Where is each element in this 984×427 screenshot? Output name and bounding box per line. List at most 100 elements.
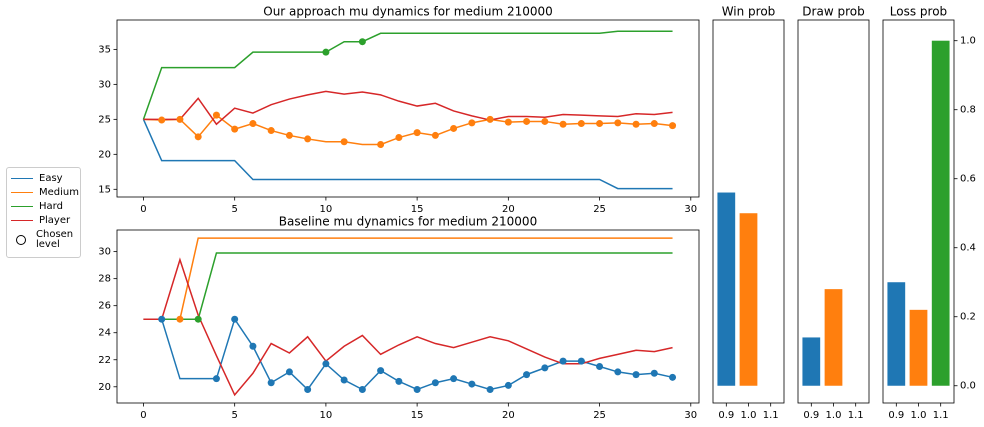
x-tick-label: 1.0 <box>911 410 927 421</box>
chosen-marker <box>541 117 549 125</box>
chart-title: Our approach mu dynamics for medium 2100… <box>263 5 553 19</box>
chosen-marker <box>523 117 531 125</box>
legend-entry: Medium <box>7 185 80 199</box>
y-tick-label: 0.2 <box>960 312 976 323</box>
y-tick-label: 0.4 <box>960 243 976 254</box>
x-tick-label: 1.1 <box>763 410 779 421</box>
chosen-marker <box>577 357 585 365</box>
chosen-marker <box>212 111 220 119</box>
axes-frame <box>116 229 700 404</box>
chosen-marker <box>559 357 567 365</box>
legend-entry: Hard <box>7 199 80 213</box>
chart-title: Loss prob <box>890 5 947 19</box>
chosen-marker <box>194 315 202 323</box>
y-tick-label: 35 <box>98 44 111 55</box>
y-tick-label: 26 <box>98 301 111 312</box>
legend-swatch <box>11 191 33 193</box>
chosen-marker <box>285 368 293 376</box>
x-tick-label: 15 <box>411 410 424 421</box>
y-tick-label: 30 <box>98 79 111 90</box>
chosen-marker <box>431 131 439 139</box>
chosen-marker <box>468 119 476 127</box>
chosen-marker <box>377 367 385 375</box>
x-tick-label: 25 <box>593 204 606 215</box>
chosen-marker <box>596 363 604 371</box>
chosen-marker <box>504 381 512 389</box>
chosen-marker <box>231 125 239 133</box>
chosen-marker <box>541 364 549 372</box>
chosen-marker <box>358 385 366 393</box>
y-tick-label: 24 <box>98 328 111 339</box>
axes-frame <box>116 19 700 198</box>
legend-entry: Chosen level <box>7 227 80 253</box>
x-tick-label: 15 <box>411 204 424 215</box>
y-tick-label: 20 <box>98 382 111 393</box>
x-tick-label: 30 <box>684 204 697 215</box>
y-tick-label: 15 <box>98 184 111 195</box>
chart-title: Draw prob <box>802 5 864 19</box>
legend-label: Hard <box>39 200 63 212</box>
chosen-marker <box>395 134 403 142</box>
bar <box>931 40 950 386</box>
legend-entry: Player <box>7 213 80 227</box>
chosen-marker <box>669 122 677 130</box>
bar <box>824 289 843 386</box>
legend: Easy Medium Hard Player Chosen level <box>6 167 81 258</box>
chosen-marker <box>559 120 567 128</box>
y-tick-label: 28 <box>98 274 111 285</box>
chosen-marker <box>523 371 531 379</box>
chosen-marker <box>504 118 512 126</box>
chosen-marker <box>267 127 275 135</box>
legend-label: Chosen level <box>36 229 74 250</box>
line <box>143 317 673 391</box>
chosen-marker <box>650 120 658 128</box>
chosen-marker <box>632 120 640 128</box>
x-tick-label: 1.1 <box>848 410 864 421</box>
chosen-marker <box>450 124 458 132</box>
y-tick-label: 20 <box>98 149 111 160</box>
x-tick-label: 0 <box>140 410 146 421</box>
y-tick-label: 0.8 <box>960 105 976 116</box>
y-tick-label: 1.0 <box>960 36 976 47</box>
legend-swatch <box>11 177 33 179</box>
line <box>142 119 673 190</box>
chosen-marker <box>596 120 604 128</box>
chosen-marker <box>304 385 312 393</box>
x-tick-label: 1.1 <box>933 410 949 421</box>
x-tick-label: 30 <box>684 410 697 421</box>
chosen-marker <box>322 48 330 56</box>
chosen-marker <box>340 376 348 384</box>
x-tick-label: 10 <box>320 410 333 421</box>
line <box>143 257 673 397</box>
chosen-marker <box>176 115 184 123</box>
x-tick-label: 0 <box>140 204 146 215</box>
chosen-marker <box>176 315 184 323</box>
y-tick-label: 25 <box>98 114 111 125</box>
x-tick-label: 0.9 <box>803 410 819 421</box>
legend-swatch <box>11 219 33 221</box>
chosen-marker <box>322 360 330 368</box>
chosen-marker <box>194 133 202 141</box>
x-tick-label: 0.9 <box>888 410 904 421</box>
chosen-marker <box>158 315 166 323</box>
chart-title: Baseline mu dynamics for medium 210000 <box>279 215 537 229</box>
chosen-marker <box>650 369 658 377</box>
chosen-marker <box>577 120 585 128</box>
chosen-marker <box>450 375 458 383</box>
chosen-marker <box>431 379 439 387</box>
chosen-marker <box>285 131 293 139</box>
bar <box>739 213 758 386</box>
chosen-marker <box>358 38 366 46</box>
chosen-marker <box>413 385 421 393</box>
chosen-marker <box>340 138 348 146</box>
legend-label: Player <box>39 214 71 226</box>
y-tick-label: 30 <box>98 247 111 258</box>
x-tick-label: 20 <box>502 410 515 421</box>
y-tick-label: 0.6 <box>960 174 976 185</box>
bar <box>717 192 736 386</box>
chosen-marker <box>614 119 622 127</box>
chosen-marker <box>249 342 257 350</box>
chosen-marker <box>486 385 494 393</box>
